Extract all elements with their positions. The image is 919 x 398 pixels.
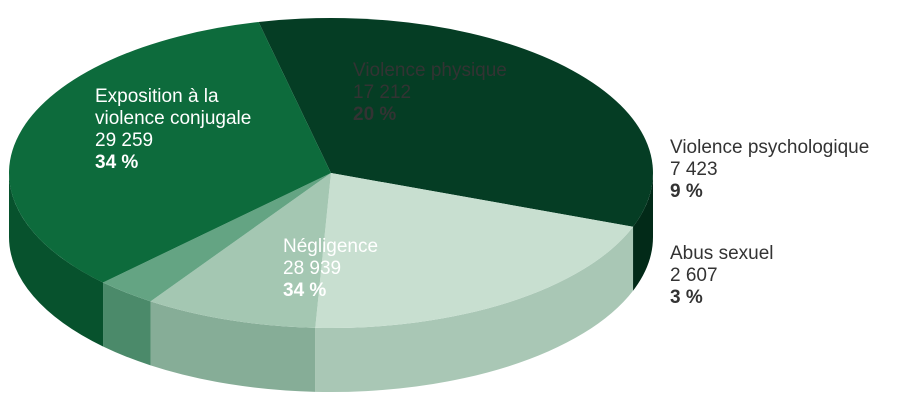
label-violence-physique-value: 17 212: [353, 82, 412, 103]
label-exposition-percent: 34 %: [95, 152, 139, 173]
label-exposition: Exposition à la violence conjugale 29 25…: [95, 86, 251, 174]
label-exposition-line1: Exposition à la: [95, 86, 219, 107]
label-violence-psychologique-value: 7 423: [670, 159, 718, 180]
pie-slice-0: [258, 17, 654, 227]
label-violence-psychologique-percent: 9 %: [670, 181, 703, 202]
label-abus-sexuel-percent: 3 %: [670, 287, 703, 308]
label-violence-psychologique-name: Violence psychologique: [670, 137, 870, 158]
label-violence-psychologique: Violence psychologique 7 423 9 %: [670, 137, 869, 203]
pie-slice-3: [103, 173, 332, 302]
label-negligence: Négligence 28 939 34 %: [283, 236, 378, 302]
label-negligence-value: 28 939: [283, 258, 342, 279]
label-violence-physique-percent: 20 %: [353, 104, 397, 125]
label-violence-physique: Violence physique 17 212 20 %: [353, 60, 507, 126]
pie-top-faces: [8, 17, 654, 328]
label-abus-sexuel-name: Abus sexuel: [670, 243, 774, 264]
label-exposition-value: 29 259: [95, 130, 154, 151]
label-violence-physique-name: Violence physique: [353, 60, 507, 81]
label-abus-sexuel-value: 2 607: [670, 265, 718, 286]
pie-side-3: [103, 282, 151, 366]
pie-side-4: [8, 173, 104, 347]
pie-side-2: [150, 301, 316, 392]
label-abus-sexuel: Abus sexuel 2 607 3 %: [670, 243, 774, 309]
pie-slice-4: [8, 21, 331, 283]
pie-side-1: [315, 226, 634, 393]
pie-slice-2: [150, 173, 331, 328]
pie-side-0: [633, 173, 653, 291]
pie-side-walls: [8, 173, 653, 393]
label-negligence-percent: 34 %: [283, 280, 327, 301]
label-exposition-line2: violence conjugale: [95, 108, 252, 129]
pie-slice-1: [315, 173, 634, 328]
label-negligence-name: Négligence: [283, 236, 379, 257]
